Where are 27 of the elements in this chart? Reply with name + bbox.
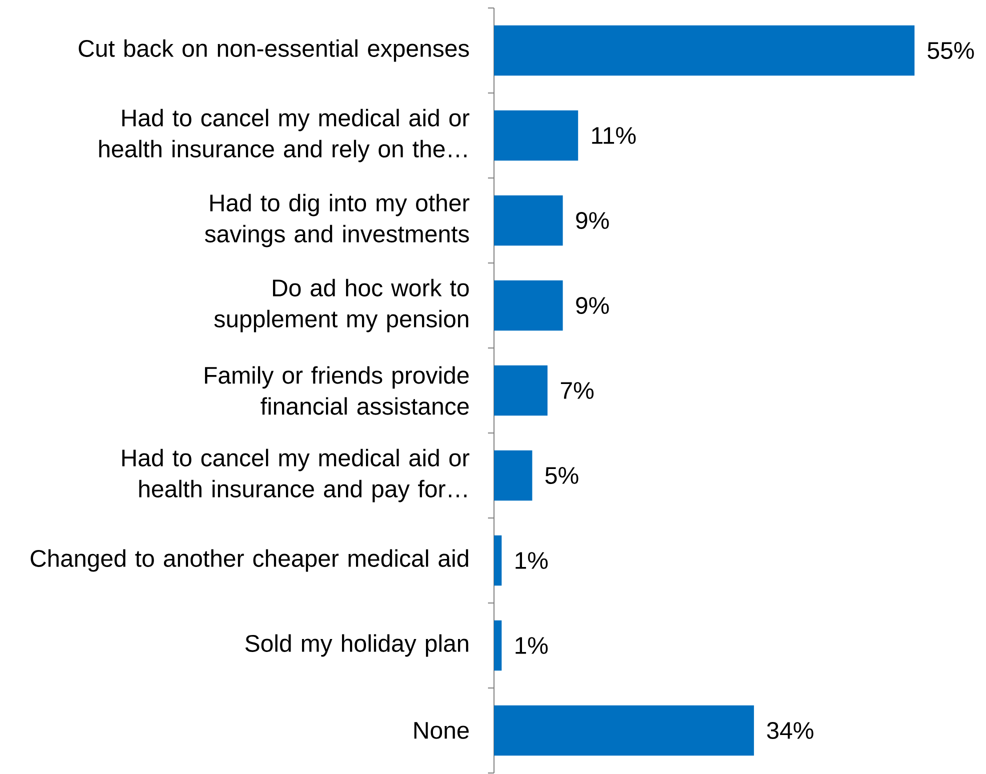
data-label: 55% bbox=[928, 42, 974, 59]
bar bbox=[494, 705, 754, 756]
data-label: 5% bbox=[545, 467, 578, 484]
y-tick-label: Had to cancel my medical aid or health insurance and rely on the… bbox=[99, 108, 470, 162]
y-tick-label: None bbox=[414, 722, 469, 739]
bar bbox=[494, 365, 548, 416]
y-tick-label: Had to cancel my medical aid or health insurance and pay for… bbox=[122, 448, 470, 502]
bar bbox=[494, 620, 502, 671]
bar bbox=[494, 280, 563, 331]
bar bbox=[494, 535, 502, 586]
data-label: 34% bbox=[767, 722, 814, 739]
y-tick-label: Had to dig into my other savings and investments bbox=[205, 194, 470, 248]
bar bbox=[494, 195, 563, 246]
data-label: 11% bbox=[592, 127, 636, 144]
data-label: 9% bbox=[576, 212, 609, 230]
bar bbox=[494, 25, 915, 76]
data-label: 1% bbox=[516, 552, 548, 569]
bar bbox=[494, 450, 532, 501]
data-label: 7% bbox=[560, 382, 594, 399]
y-tick-label: Family or friends provide financial assistance bbox=[205, 366, 469, 415]
y-tick-label: Cut back on non-essential expenses bbox=[78, 39, 469, 62]
data-label: 9% bbox=[576, 297, 609, 314]
y-tick-label: Do ad hoc work to supplement my pension bbox=[214, 278, 469, 332]
y-tick-label: Sold my holiday plan bbox=[245, 634, 468, 657]
bar bbox=[494, 110, 578, 161]
data-label: 1% bbox=[516, 637, 548, 654]
y-tick-label: Changed to another cheaper medical aid bbox=[30, 549, 468, 572]
